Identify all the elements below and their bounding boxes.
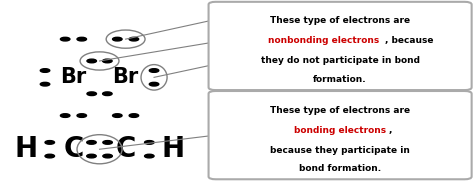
Text: ,: , — [388, 126, 392, 134]
Text: These type of electrons are: These type of electrons are — [270, 106, 410, 114]
Circle shape — [87, 154, 96, 158]
Circle shape — [77, 37, 86, 41]
Circle shape — [87, 92, 97, 96]
Circle shape — [113, 114, 122, 117]
Circle shape — [129, 37, 138, 41]
Circle shape — [113, 37, 122, 41]
Circle shape — [145, 141, 154, 144]
Text: C: C — [116, 135, 136, 163]
Text: C: C — [64, 135, 83, 163]
Circle shape — [87, 141, 96, 144]
Circle shape — [40, 69, 50, 72]
Circle shape — [129, 114, 138, 117]
Circle shape — [149, 69, 159, 72]
Circle shape — [103, 141, 112, 144]
Text: nonbonding electrons: nonbonding electrons — [268, 36, 379, 45]
Circle shape — [103, 92, 112, 96]
Text: These type of electrons are: These type of electrons are — [270, 16, 410, 25]
Text: they do not participate in bond: they do not participate in bond — [261, 56, 419, 65]
Text: Br: Br — [60, 67, 87, 87]
Text: , because: , because — [384, 36, 433, 45]
FancyBboxPatch shape — [209, 91, 472, 179]
Text: H: H — [162, 135, 184, 163]
Text: Br: Br — [112, 67, 139, 87]
FancyBboxPatch shape — [209, 2, 472, 90]
Text: H: H — [15, 135, 37, 163]
Circle shape — [103, 59, 112, 63]
Circle shape — [40, 82, 50, 86]
Circle shape — [145, 154, 154, 158]
Circle shape — [87, 59, 97, 63]
Circle shape — [61, 37, 70, 41]
Text: bonding electrons: bonding electrons — [294, 126, 386, 134]
Circle shape — [61, 114, 70, 117]
Text: because they participate in: because they participate in — [270, 146, 410, 155]
Text: bond formation.: bond formation. — [299, 164, 381, 173]
Circle shape — [77, 114, 86, 117]
Text: formation.: formation. — [313, 75, 367, 84]
Circle shape — [45, 154, 55, 158]
Circle shape — [45, 141, 55, 144]
Circle shape — [149, 82, 159, 86]
Circle shape — [103, 154, 112, 158]
